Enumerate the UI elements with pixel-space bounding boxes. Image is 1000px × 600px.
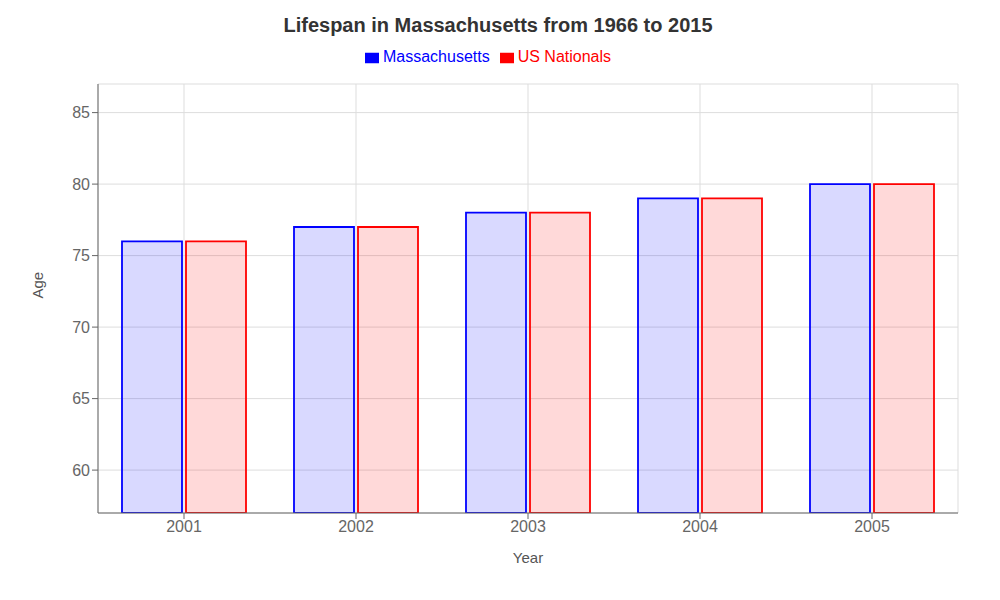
svg-text:2003: 2003 (510, 518, 546, 535)
svg-text:2004: 2004 (682, 518, 718, 535)
html-text:US Nationals: US Nationals (517, 48, 611, 65)
svg-text:85: 85 (72, 104, 90, 121)
svg-text:2001: 2001 (166, 518, 202, 535)
svg-text:65: 65 (72, 390, 90, 407)
html-text:Lifespan in Massachusetts from: Lifespan in Massachusetts from 1966 to 2… (283, 14, 713, 36)
svg-text:2005: 2005 (854, 518, 890, 535)
svg-text:60: 60 (72, 462, 90, 479)
svg-text:Year: Year (513, 549, 543, 566)
svg-text:70: 70 (72, 319, 90, 336)
svg-text:80: 80 (72, 176, 90, 193)
svg-text:2002: 2002 (338, 518, 374, 535)
svg-text:75: 75 (72, 247, 90, 264)
html-text:Massachusetts: Massachusetts (383, 48, 490, 65)
svg-text:Age: Age (29, 272, 46, 299)
